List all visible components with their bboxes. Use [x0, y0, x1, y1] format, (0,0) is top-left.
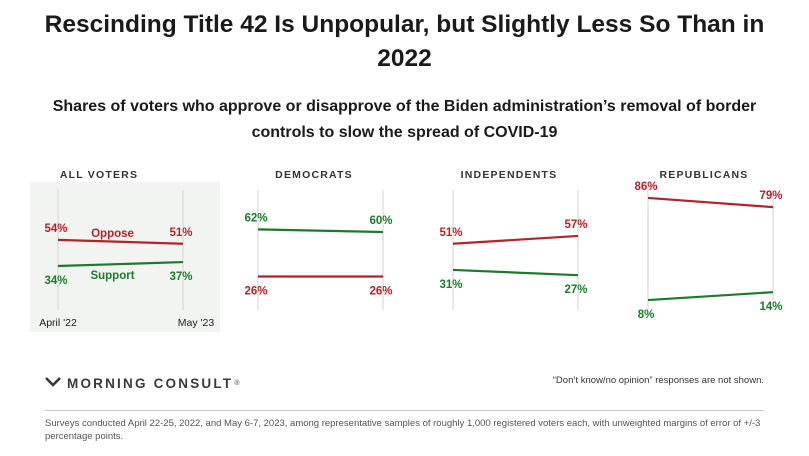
data-label: 26% [244, 285, 267, 297]
panel-title: INDEPENDENTS [461, 169, 558, 181]
chart-subtitle: Shares of voters who approve or disappro… [52, 98, 757, 141]
data-label: 26% [369, 285, 392, 297]
data-label: 37% [169, 271, 192, 283]
data-label: 8% [638, 309, 655, 321]
footnote: “Don’t know/no opinion” responses are no… [552, 375, 764, 386]
series-line-support [452, 268, 579, 277]
data-label: 57% [564, 219, 587, 231]
data-label: 54% [44, 223, 67, 235]
series-line-oppose [647, 196, 774, 209]
series-line-support [647, 291, 774, 302]
data-label: 14% [759, 301, 782, 313]
data-label: 51% [439, 227, 462, 239]
data-label: 79% [759, 190, 782, 202]
data-label: 62% [244, 212, 267, 224]
brand-trademark: ® [234, 379, 240, 387]
chart-panel-democrats: DEMOCRATS 26% 26% 62% 60% [244, 169, 393, 310]
series-line-oppose [452, 234, 579, 245]
chart-title: Rescinding Title 42 Is Unpopular, but Sl… [44, 11, 765, 72]
brand-logo: MORNING CONSULT ® [45, 374, 239, 392]
data-label: 27% [564, 284, 587, 296]
panel-title: ALL VOTERS [60, 169, 138, 181]
series-line-support [257, 228, 384, 234]
data-label: 51% [169, 227, 192, 239]
highlight-background [30, 182, 220, 332]
chart-panel-independents: INDEPENDENTS 51% 57% 31% 27% [439, 169, 588, 310]
divider [45, 410, 764, 411]
data-label: 31% [439, 279, 462, 291]
chart-panel-all-voters: ALL VOTERS 54% 51% Oppose 34% 37% Support April… [30, 169, 220, 332]
series-label-support: Support [90, 270, 134, 282]
panel-title: DEMOCRATS [275, 169, 353, 181]
brand-name: MORNING CONSULT [67, 375, 234, 391]
series-label-oppose: Oppose [91, 228, 134, 240]
data-label: 60% [369, 215, 392, 227]
data-label: 34% [44, 275, 67, 287]
panel-title: REPUBLICANS [659, 169, 748, 181]
data-label: 86% [634, 181, 657, 193]
series-line-support [57, 260, 184, 268]
series-line-oppose [57, 238, 184, 245]
x-tick-label: May '23 [178, 317, 215, 329]
source-note: Surveys conducted April 22-25, 2022, and… [45, 418, 761, 442]
x-tick-label: April '22 [39, 317, 77, 329]
morning-consult-chevron-icon [45, 377, 61, 387]
